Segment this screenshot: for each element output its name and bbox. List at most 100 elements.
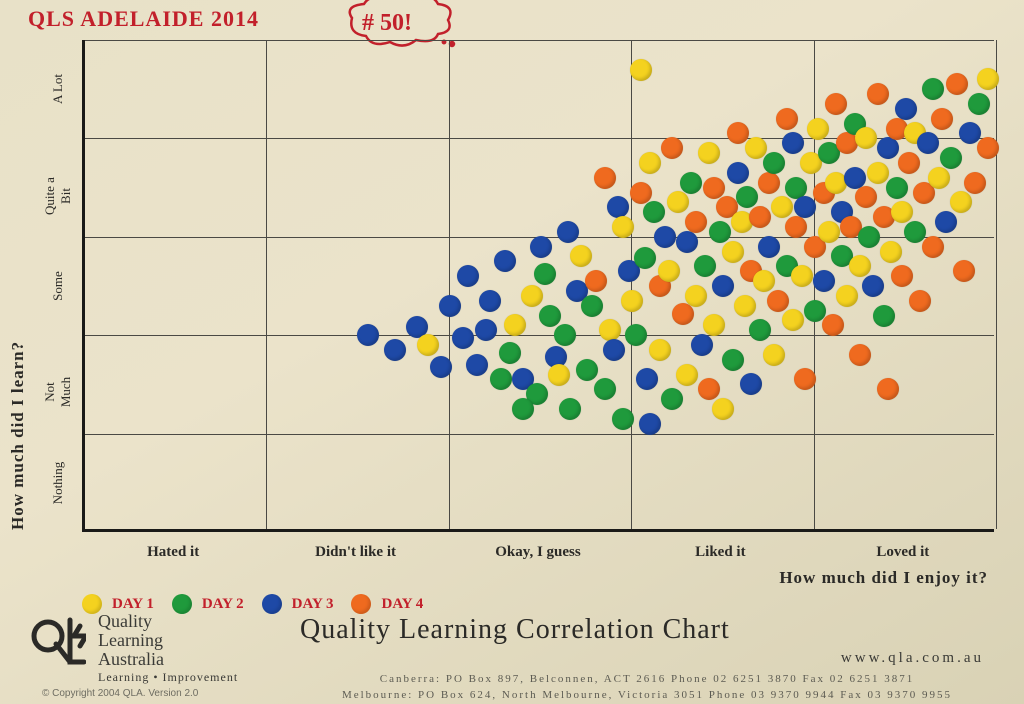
- data-point: [734, 295, 756, 317]
- data-point: [521, 285, 543, 307]
- data-point: [499, 342, 521, 364]
- data-point: [712, 275, 734, 297]
- data-point: [452, 327, 474, 349]
- data-point: [950, 191, 972, 213]
- data-point: [594, 378, 616, 400]
- data-point: [785, 216, 807, 238]
- data-point: [922, 78, 944, 100]
- data-point: [357, 324, 379, 346]
- data-point: [554, 324, 576, 346]
- data-point: [935, 211, 957, 233]
- x-tick-label: Didn't like it: [265, 544, 447, 561]
- legend-swatch: [262, 594, 282, 614]
- data-point: [625, 324, 647, 346]
- data-point: [873, 305, 895, 327]
- data-point: [782, 309, 804, 331]
- data-point: [862, 275, 884, 297]
- data-point: [771, 196, 793, 218]
- data-point: [931, 108, 953, 130]
- address-line-2: Melbourne: PO Box 624, North Melbourne, …: [300, 688, 994, 704]
- data-point: [417, 334, 439, 356]
- data-point: [953, 260, 975, 282]
- data-point: [813, 270, 835, 292]
- data-point: [946, 73, 968, 95]
- data-point: [639, 152, 661, 174]
- legend-label: DAY 2: [202, 596, 244, 613]
- data-point: [855, 186, 877, 208]
- brand-text: Quality Learning Australia Learning • Im…: [98, 612, 238, 683]
- y-tick-label: Not Much: [42, 370, 74, 414]
- data-point: [539, 305, 561, 327]
- data-point: [804, 300, 826, 322]
- data-point: [940, 147, 962, 169]
- data-point: [758, 236, 780, 258]
- data-point: [512, 398, 534, 420]
- data-point: [649, 339, 671, 361]
- data-point: [858, 226, 880, 248]
- data-point: [676, 364, 698, 386]
- data-point: [466, 354, 488, 376]
- x-tick-label: Loved it: [812, 544, 994, 561]
- x-axis-label: How much did I enjoy it?: [779, 568, 988, 588]
- data-point: [585, 270, 607, 292]
- data-point: [581, 295, 603, 317]
- data-point: [782, 132, 804, 154]
- data-point: [822, 314, 844, 336]
- data-point: [658, 260, 680, 282]
- data-point: [891, 265, 913, 287]
- data-point: [634, 247, 656, 269]
- data-point: [559, 398, 581, 420]
- data-point: [844, 167, 866, 189]
- data-point: [685, 285, 707, 307]
- data-point: [698, 378, 720, 400]
- data-point: [570, 245, 592, 267]
- data-point: [661, 137, 683, 159]
- data-point: [776, 108, 798, 130]
- data-point: [722, 349, 744, 371]
- brand-block: Quality Learning Australia Learning • Im…: [30, 612, 238, 683]
- address-block: Canberra: PO Box 897, Belconnen, ACT 261…: [300, 672, 994, 704]
- data-point: [490, 368, 512, 390]
- data-point: [818, 221, 840, 243]
- data-point: [749, 206, 771, 228]
- data-point: [807, 118, 829, 140]
- data-point: [917, 132, 939, 154]
- data-point: [855, 127, 877, 149]
- data-point: [534, 263, 556, 285]
- data-point: [479, 290, 501, 312]
- data-point: [722, 241, 744, 263]
- data-point: [639, 413, 661, 435]
- data-point: [703, 177, 725, 199]
- data-point: [727, 122, 749, 144]
- data-point: [594, 167, 616, 189]
- legend-label: DAY 4: [381, 596, 423, 613]
- data-point: [667, 191, 689, 213]
- data-point: [439, 295, 461, 317]
- data-point: [909, 290, 931, 312]
- data-point: [825, 93, 847, 115]
- data-point: [898, 152, 920, 174]
- data-point: [621, 290, 643, 312]
- data-point: [703, 314, 725, 336]
- data-point: [877, 137, 899, 159]
- data-point: [763, 344, 785, 366]
- legend-swatch: [172, 594, 192, 614]
- data-point: [880, 241, 902, 263]
- data-point: [612, 216, 634, 238]
- data-point: [928, 167, 950, 189]
- data-point: [904, 221, 926, 243]
- data-point: [430, 356, 452, 378]
- y-tick-label: A Lot: [50, 67, 66, 111]
- data-point: [959, 122, 981, 144]
- data-point: [630, 59, 652, 81]
- data-point: [968, 93, 990, 115]
- y-tick-label: Quite a Bit: [42, 174, 74, 218]
- legend-label: DAY 3: [292, 596, 334, 613]
- data-point: [494, 250, 516, 272]
- data-point: [877, 378, 899, 400]
- legend-swatch: [351, 594, 371, 614]
- data-point: [977, 137, 999, 159]
- legend-label: DAY 1: [112, 596, 154, 613]
- brand-line1: Quality: [98, 612, 238, 631]
- scatter-plot-area: [82, 40, 994, 532]
